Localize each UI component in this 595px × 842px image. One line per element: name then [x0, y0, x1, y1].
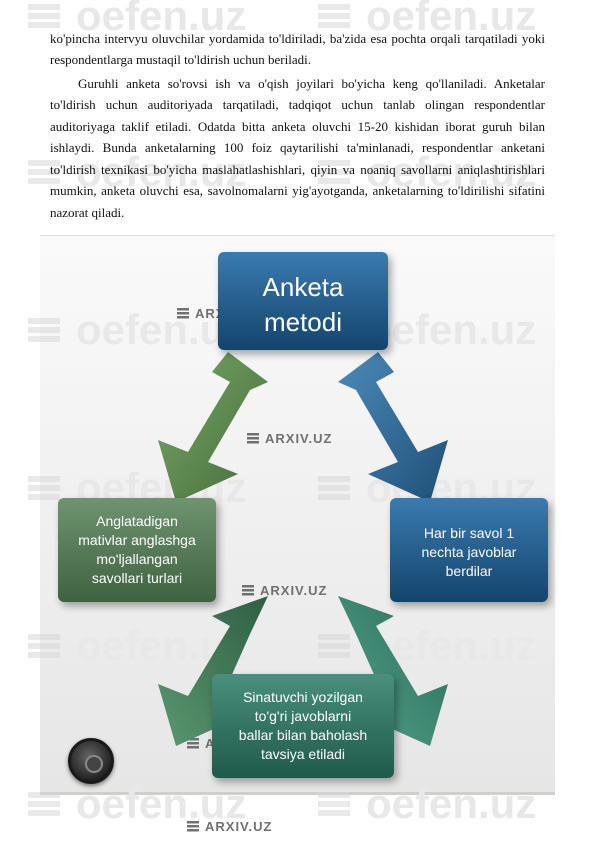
diagram-box-right: Har bir savol 1nechta javoblarberdilar: [390, 498, 548, 602]
diagram-box-top: Anketametodi: [218, 252, 388, 350]
arrow-top-left: [158, 352, 268, 502]
arrow-top-right: [338, 352, 448, 502]
diagram-bottom-text: Sinatuvchi yozilganto'g'ri javoblarnibal…: [239, 689, 367, 762]
watermark-small: ARXIV.UZ: [185, 818, 272, 834]
watermark-large: oefen.uz: [310, 780, 536, 828]
document-body: ko'pincha intervyu oluvchilar yordamida …: [0, 0, 595, 223]
camera-lens-icon: [68, 738, 114, 784]
diagram-box-left: Anglatadiganmativlar anglashgamo'ljallan…: [58, 498, 216, 602]
diagram-top-text: Anketametodi: [263, 272, 344, 337]
diagram-right-text: Har bir savol 1nechta javoblarberdilar: [422, 525, 517, 579]
diagram-box-bottom: Sinatuvchi yozilganto'g'ri javoblarnibal…: [212, 674, 394, 778]
paragraph-2: Guruhli anketa so'rovsi ish va o'qish jo…: [50, 73, 545, 223]
paragraph-1: ko'pincha intervyu oluvchilar yordamida …: [50, 28, 545, 71]
diagram-left-text: Anglatadiganmativlar anglashgamo'ljallan…: [78, 513, 196, 586]
